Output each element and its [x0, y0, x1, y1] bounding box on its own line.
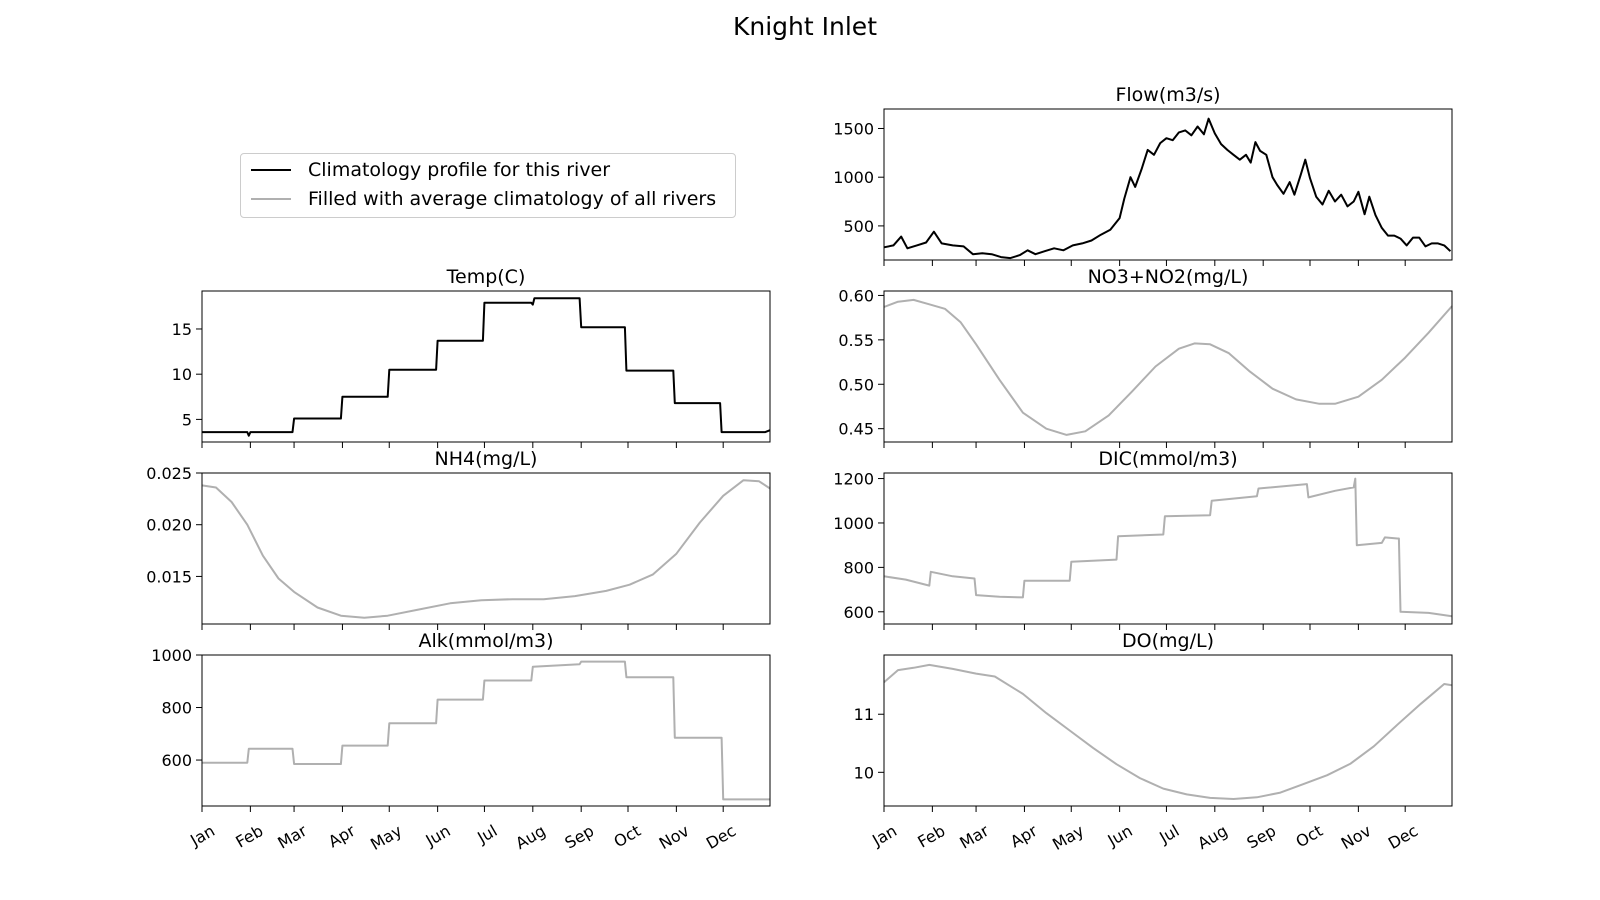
y-tick-label: 800	[843, 558, 874, 577]
x-tick-label: Jul	[473, 821, 500, 848]
x-tick-label: Apr	[325, 821, 359, 852]
y-tick-label: 1000	[833, 514, 874, 533]
legend-entry-profile: Climatology profile for this river	[251, 158, 610, 182]
panel-title: NO3+NO2(mg/L)	[1088, 266, 1249, 288]
y-tick-label: 0.50	[838, 375, 874, 394]
legend-swatch-black	[251, 169, 291, 171]
y-tick-label: 0.020	[146, 516, 192, 535]
x-tick-label: Jul	[1155, 821, 1182, 848]
plot-frame	[883, 108, 1453, 261]
x-tick-label: Feb	[232, 821, 266, 852]
x-tick-label: Nov	[656, 821, 693, 853]
series-line	[201, 479, 771, 619]
plot-frame	[883, 290, 1453, 443]
plot-frame	[883, 654, 1453, 807]
x-tick-label: Aug	[1194, 821, 1231, 853]
x-tick-label: May	[367, 821, 405, 854]
y-tick-label: 10	[172, 365, 192, 384]
y-tick-label: 1000	[151, 646, 192, 665]
y-tick-label: 11	[854, 705, 874, 724]
legend: Climatology profile for this river Fille…	[240, 153, 736, 218]
x-tick-label: Mar	[956, 821, 992, 853]
panel-title: Alk(mmol/m3)	[418, 630, 553, 652]
x-tick-label: Mar	[274, 821, 310, 853]
series-line	[883, 663, 1453, 800]
y-tick-label: 0.015	[146, 567, 192, 586]
plot-frame	[883, 472, 1453, 625]
y-tick-label: 0.55	[838, 331, 874, 350]
y-tick-label: 600	[843, 603, 874, 622]
y-tick-label: 600	[161, 751, 192, 770]
y-tick-label: 15	[172, 320, 192, 339]
x-tick-label: Jan	[186, 821, 218, 850]
y-tick-label: 800	[161, 699, 192, 718]
series-line	[883, 298, 1453, 436]
x-tick-label: Jun	[422, 821, 454, 850]
x-tick-label: Nov	[1338, 821, 1375, 853]
legend-swatch-gray	[251, 198, 291, 200]
y-tick-label: 10	[854, 763, 874, 782]
x-tick-label: Sep	[562, 821, 598, 853]
plot-frame	[201, 472, 771, 625]
legend-label: Filled with average climatology of all r…	[308, 188, 717, 210]
x-tick-label: Aug	[512, 821, 549, 853]
legend-entry-filled: Filled with average climatology of all r…	[251, 187, 716, 211]
x-tick-label: Feb	[914, 821, 948, 852]
series-line	[202, 660, 770, 801]
y-tick-label: 500	[843, 217, 874, 236]
y-tick-label: 0.025	[146, 464, 192, 483]
y-tick-label: 1200	[833, 470, 874, 489]
series-line	[883, 117, 1452, 260]
x-tick-label: May	[1049, 821, 1087, 854]
x-tick-label: Oct	[1293, 821, 1326, 851]
legend-label: Climatology profile for this river	[308, 159, 611, 181]
x-tick-label: Dec	[1385, 821, 1421, 853]
y-tick-label: 5	[182, 410, 192, 429]
plot-frame	[201, 290, 771, 443]
panel-title: DO(mg/L)	[1122, 630, 1214, 652]
series-line	[202, 297, 771, 437]
x-tick-label: Sep	[1244, 821, 1280, 853]
y-tick-label: 1500	[833, 119, 874, 138]
y-tick-label: 1000	[833, 168, 874, 187]
x-tick-label: Jan	[868, 821, 900, 850]
series-line	[883, 477, 1453, 618]
x-tick-label: Jun	[1104, 821, 1136, 850]
panel-title: NH4(mg/L)	[435, 448, 538, 470]
panel-title: Flow(m3/s)	[1115, 84, 1220, 106]
y-tick-label: 0.45	[838, 420, 874, 439]
plot-frame	[201, 654, 771, 807]
x-tick-label: Dec	[703, 821, 739, 853]
panel-title: DIC(mmol/m3)	[1098, 448, 1237, 470]
y-tick-label: 0.60	[838, 286, 874, 305]
x-tick-label: Oct	[611, 821, 644, 851]
figure-title: Knight Inlet	[733, 12, 877, 41]
panel-title: Temp(C)	[446, 266, 526, 288]
x-tick-label: Apr	[1007, 821, 1041, 852]
